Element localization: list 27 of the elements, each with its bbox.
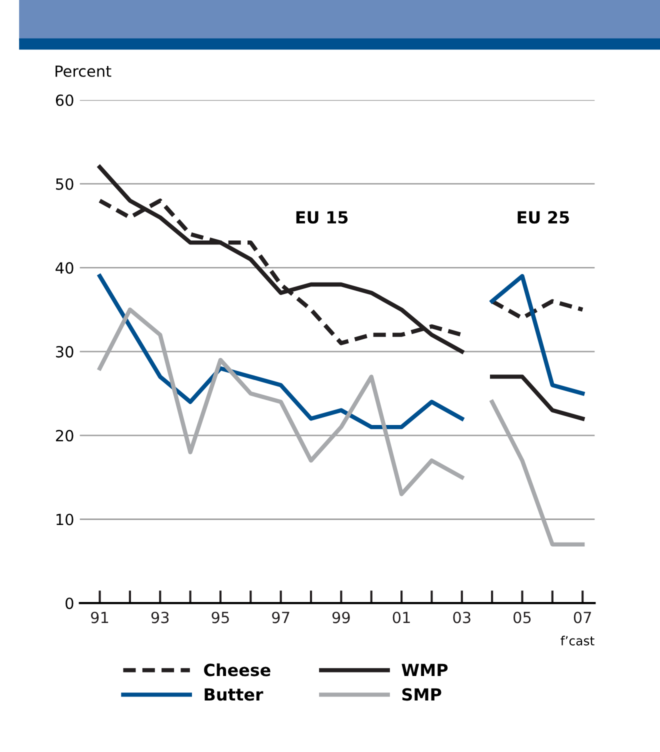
y-tick-label: 10 — [56, 514, 74, 526]
text: f’cast — [560, 636, 594, 646]
legend-label: Butter — [204, 688, 264, 701]
x-tick-label: 03 — [453, 612, 470, 624]
y-tick-label: 0 — [66, 598, 74, 610]
y-tick-label: 30 — [56, 346, 74, 358]
x-tick-label: 01 — [392, 612, 410, 624]
line-series — [98, 274, 464, 430]
x-tick-label: 99 — [332, 612, 350, 624]
y-tick-label: 50 — [56, 178, 74, 190]
x-tick-label: 05 — [514, 612, 531, 624]
y-tick-label: 40 — [56, 262, 74, 274]
y-axis-title: Percent — [56, 66, 112, 77]
line-series — [98, 165, 464, 354]
x-tick-label: 91 — [91, 612, 108, 624]
y-tick-label: 60 — [56, 94, 74, 106]
annotation: EU 25 — [518, 210, 569, 224]
x-tick-label: 93 — [151, 612, 169, 624]
line-series — [490, 274, 585, 396]
annotation: EU 15 — [296, 211, 348, 224]
legend-label: SMP — [402, 688, 442, 701]
x-tick-label: 07 — [574, 612, 592, 624]
x-tick-label: 97 — [272, 612, 290, 624]
y-tick-label: 20 — [56, 430, 74, 442]
legend-label: WMP — [402, 664, 448, 676]
legend-label: Cheese — [204, 663, 270, 676]
x-tick-label: 95 — [212, 612, 229, 624]
